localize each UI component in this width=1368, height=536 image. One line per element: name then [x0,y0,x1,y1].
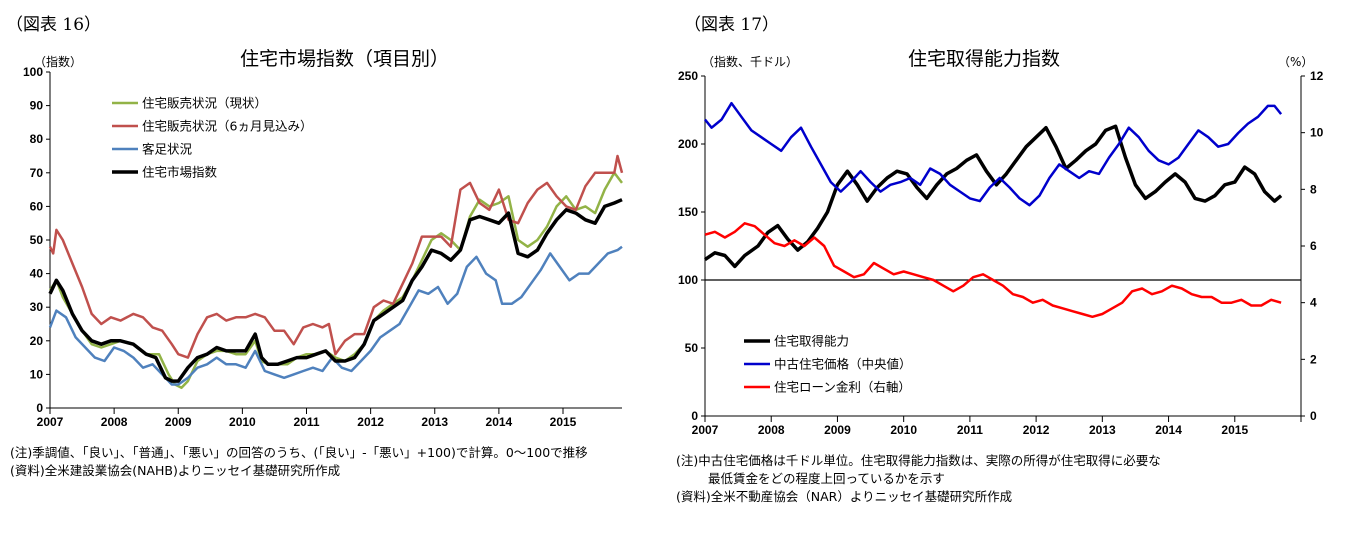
source-line: (資料)全米不動産協会（NAR）よりニッセイ基礎研究所作成 [676,489,1013,504]
legend-label: 住宅販売状況（現状） [142,96,267,111]
y-right-tick-label: 6 [1310,239,1317,253]
y-tick-label: 100 [23,65,43,79]
y-right-tick-label: 8 [1310,182,1317,196]
x-tick-label: 2011 [293,415,319,429]
x-tick-label: 2008 [758,423,785,437]
y-tick-label: 250 [678,69,698,83]
y-tick-label: 0 [36,401,43,415]
y-tick-label: 20 [30,334,44,348]
y-axis-unit-right: （%） [1278,55,1314,69]
y-right-tick-label: 2 [1310,352,1317,366]
x-tick-label: 2013 [1089,423,1116,437]
series-line [704,101,1283,207]
x-tick-label: 2015 [1221,423,1248,437]
legend-label: 住宅市場指数 [142,165,218,180]
series-line [704,124,1283,269]
x-tick-label: 2009 [824,423,851,437]
x-tick-label: 2008 [101,415,128,429]
chart-16-svg: 0 10 20 30 40 50 60 70 80 90 100 2007 2008 2009 2010 20… [23,65,624,429]
series-line [48,171,623,390]
series-line [48,198,623,383]
figure-17-panel: （図表 17） 住宅取得能力指数 （指数、千ドル） （%） 0 50 100 150 2… [676,0,1368,536]
legend-label: 住宅販売状況（6ヵ月見込み） [142,119,312,134]
y-right-tick-label: 10 [1310,126,1324,140]
chart-title: 住宅市場指数（項目別） [240,48,450,70]
y-tick-label: 10 [30,367,44,381]
x-tick-label: 2010 [890,423,917,437]
y-tick-label: 100 [678,273,698,287]
note-line: (注)季調値、「良い」、「普通」、「悪い」の回答のうち、(「良い」-「悪い」+1… [10,445,588,460]
note-line-continued: 最低賃金をどの程度上回っているかを示す [708,471,945,486]
legend-label: 住宅取得能力 [774,334,849,349]
y-tick-label: 90 [30,99,44,113]
x-tick-label: 2014 [1155,423,1182,437]
note-line: (注)中古住宅価格は千ドル単位。住宅取得能力指数は、実際の所得が住宅取得に必要な [676,453,1161,468]
legend-label: 中古住宅価格（中央値） [774,357,912,372]
series-line [704,222,1282,319]
chart-notes: (注)季調値、「良い」、「普通」、「悪い」の回答のうち、(「良い」-「悪い」+1… [10,444,588,480]
y-tick-label: 200 [678,137,698,151]
chart-notes: (注)中古住宅価格は千ドル単位。住宅取得能力指数は、実際の所得が住宅取得に必要な… [676,452,1161,506]
y-axis-unit: （指数） [34,55,83,69]
legend-label: 客足状況 [142,142,193,157]
figure-16-panel: （図表 16） 住宅市場指数（項目別） （指数） 0 10 20 30 40 50 60 70… [6,15,624,480]
x-tick-label: 2011 [957,423,983,437]
y-axis-unit-left: （指数、千ドル） [702,55,799,69]
y-tick-label: 40 [30,267,44,281]
x-tick-label: 2014 [486,415,513,429]
y-right-tick-label: 0 [1310,409,1317,423]
x-tick-label: 2007 [37,415,64,429]
x-tick-label: 2013 [421,415,448,429]
figure-label: （図表 16） [6,15,102,35]
x-tick-label: 2010 [229,415,256,429]
chart-title: 住宅取得能力指数 [908,48,1061,70]
source-line: (資料)全米建設業協会(NAHB)よりニッセイ基礎研究所作成 [10,463,341,478]
legend-label: 住宅ローン金利（右軸） [774,380,911,395]
y-right-tick-label: 4 [1310,296,1317,310]
x-tick-label: 2012 [1023,423,1050,437]
y-tick-label: 50 [30,233,44,247]
y-tick-label: 60 [30,199,44,213]
x-tick-label: 2007 [692,423,719,437]
y-right-tick-label: 12 [1310,69,1324,83]
y-tick-label: 80 [30,132,44,146]
y-tick-label: 50 [685,341,699,355]
x-tick-label: 2009 [165,415,192,429]
y-tick-label: 0 [691,409,698,423]
y-tick-label: 30 [30,300,44,314]
y-tick-label: 70 [30,166,44,180]
figure-label: （図表 17） [684,15,780,35]
x-tick-label: 2012 [357,415,384,429]
chart-17-svg: 0 50 100 150 200 250 0 2 4 6 8 10 12 2007 2008 2009 2010… [678,69,1324,437]
series-line [48,154,624,359]
y-tick-label: 150 [678,205,698,219]
x-tick-label: 2015 [550,415,577,429]
